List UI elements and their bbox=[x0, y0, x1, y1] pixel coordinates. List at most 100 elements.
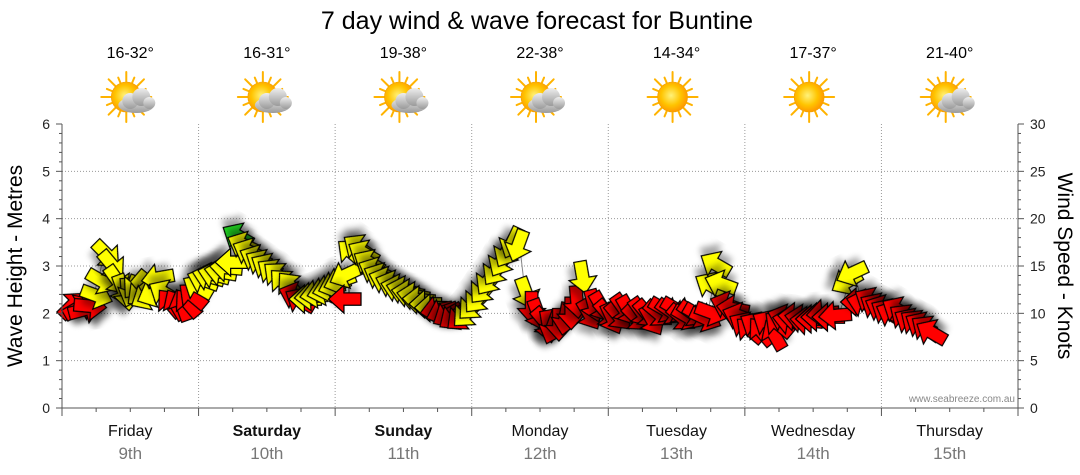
y-tick-label-left: 1 bbox=[42, 353, 50, 369]
sun-ray bbox=[955, 78, 965, 88]
y-tick-label-right: 20 bbox=[1030, 211, 1046, 227]
temperature-label: 22-38° bbox=[516, 45, 563, 62]
sun-ray bbox=[244, 78, 254, 88]
sun-ray bbox=[950, 76, 955, 85]
sun-ray bbox=[379, 101, 387, 107]
day-name-label: Wednesday bbox=[771, 423, 855, 440]
sun-ray bbox=[117, 76, 122, 85]
sun-ray bbox=[790, 106, 800, 116]
cloud-part bbox=[279, 97, 292, 109]
sun-ray bbox=[253, 109, 259, 118]
temperature-label: 16-31° bbox=[243, 45, 290, 62]
sun-ray bbox=[685, 87, 693, 93]
sun-ray bbox=[800, 109, 805, 118]
weather-icons-row bbox=[100, 71, 975, 123]
plot-axes: 0 1 2 3 4 5 6 0 5 10 15 20 25 30 bbox=[42, 116, 1046, 416]
sun-ray bbox=[242, 101, 250, 107]
cloud-part bbox=[962, 97, 975, 109]
sun-ray bbox=[788, 101, 797, 107]
day-date-label: 13th bbox=[660, 444, 693, 463]
sun-ray bbox=[379, 87, 387, 93]
sun-icon bbox=[646, 71, 699, 123]
sun-ray bbox=[390, 76, 395, 85]
y-tick-label-right: 15 bbox=[1030, 258, 1046, 274]
temperature-label: 16-32° bbox=[107, 45, 154, 62]
y-tick-label-right: 0 bbox=[1030, 400, 1038, 416]
day-name-label: Thursday bbox=[916, 423, 983, 440]
y-tick-label-right: 30 bbox=[1030, 116, 1046, 132]
sun-rays bbox=[783, 71, 836, 123]
wind-arrows bbox=[55, 222, 950, 353]
day-date-label: 9th bbox=[118, 444, 142, 463]
sun-ray bbox=[540, 76, 546, 85]
temperature-label: 17-37° bbox=[789, 45, 836, 62]
sun-ray bbox=[682, 106, 692, 116]
y-tick-label-right: 10 bbox=[1030, 305, 1046, 321]
day-date-label: 12th bbox=[523, 444, 556, 463]
sun-ray bbox=[409, 78, 419, 88]
sun-cloud-icon bbox=[100, 71, 156, 123]
wind-arrow bbox=[567, 259, 598, 295]
sun-ray bbox=[253, 76, 259, 85]
day-date-label: 15th bbox=[933, 444, 966, 463]
temperature-row: 16-32° 16-31° 19-38° 22-38° 14-34° 17-37° 21-4… bbox=[107, 45, 974, 62]
sun-icon bbox=[783, 71, 836, 123]
sun-ray bbox=[677, 109, 682, 118]
sun-ray bbox=[822, 101, 830, 107]
sun-ray bbox=[526, 109, 532, 118]
sun-ray bbox=[272, 78, 282, 88]
sun-ray bbox=[515, 87, 524, 93]
sun-ray bbox=[936, 109, 941, 118]
sun-ray bbox=[925, 101, 933, 107]
cloud-part bbox=[143, 97, 156, 109]
sun-cloud-icon bbox=[373, 71, 429, 123]
day-date-label: 11th bbox=[388, 444, 420, 463]
y-tick-label-left: 2 bbox=[42, 305, 50, 321]
sun-ray bbox=[107, 78, 117, 88]
sun-ray bbox=[653, 78, 663, 88]
day-name-label: Saturday bbox=[233, 423, 302, 440]
sun-ray bbox=[790, 78, 800, 88]
y-axis-right-label: Wind Speed - Knots bbox=[1053, 173, 1076, 360]
day-date-label: 14th bbox=[797, 444, 830, 463]
y-tick-label-left: 6 bbox=[42, 116, 50, 132]
sun-ray bbox=[800, 76, 805, 85]
sun-ray bbox=[677, 76, 682, 85]
sun-ray bbox=[380, 106, 390, 116]
y-tick-label-right: 5 bbox=[1030, 353, 1038, 369]
y-tick-label-left: 0 bbox=[42, 400, 50, 416]
cloud-shape bbox=[254, 88, 292, 113]
sun-ray bbox=[925, 87, 933, 93]
wind-arrow bbox=[503, 227, 533, 263]
sun-ray bbox=[663, 76, 668, 85]
day-name-label: Sunday bbox=[375, 423, 433, 440]
temperature-label: 19-38° bbox=[380, 45, 427, 62]
temperature-label: 14-34° bbox=[653, 45, 700, 62]
sun-ray bbox=[818, 78, 828, 88]
sun-ray bbox=[682, 78, 692, 88]
cloud-shape bbox=[528, 88, 565, 113]
y-axis-left-label: Wave Height - Metres bbox=[4, 165, 27, 367]
sun-ray bbox=[526, 76, 532, 85]
sun-ray bbox=[517, 106, 527, 116]
sun-ray bbox=[515, 101, 524, 107]
day-name-label: Monday bbox=[512, 423, 569, 440]
sun-ray bbox=[107, 106, 117, 116]
sun-ray bbox=[822, 87, 830, 93]
sun-rays bbox=[646, 71, 699, 123]
sun-ray bbox=[135, 78, 145, 88]
sun-ray bbox=[267, 76, 272, 85]
sun-ray bbox=[517, 78, 527, 88]
sun-ray bbox=[390, 109, 395, 118]
day-date-label: 10th bbox=[250, 444, 283, 463]
sun-ray bbox=[936, 76, 941, 85]
sun-ray bbox=[818, 106, 828, 116]
sun-disc bbox=[793, 81, 825, 113]
sun-cloud-icon bbox=[236, 71, 292, 123]
sun-ray bbox=[404, 76, 409, 85]
sun-ray bbox=[131, 76, 136, 85]
sun-ray bbox=[652, 87, 660, 93]
wind-arrow bbox=[836, 259, 870, 288]
cloud-part bbox=[416, 97, 429, 109]
